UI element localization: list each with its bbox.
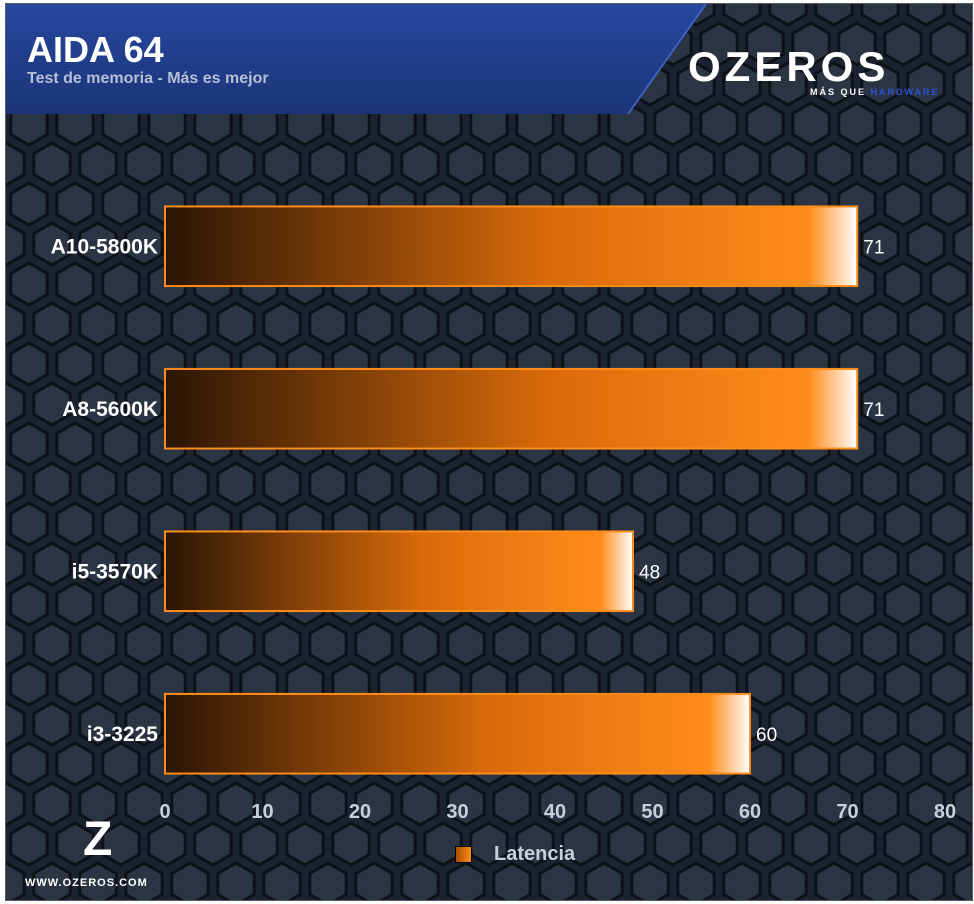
x-tick-label: 50 — [641, 801, 663, 823]
bar-group: i3-3225 60 — [87, 692, 777, 775]
x-tick-label: 80 — [934, 801, 956, 823]
bar-group: i5-3570K 48 — [72, 530, 660, 613]
category-label: i5-3570K — [72, 560, 158, 583]
bar — [164, 692, 751, 775]
logo-tagline-text: MÁS QUE — [810, 87, 867, 97]
x-tick-label: 20 — [349, 801, 371, 823]
category-label: A8-5600K — [62, 398, 158, 421]
x-tick-label: 60 — [739, 801, 761, 823]
x-tick-label: 40 — [544, 801, 566, 823]
x-tick-label: 10 — [251, 801, 273, 823]
x-tick-label: 0 — [159, 801, 170, 823]
logo-wordmark: OZEROS — [688, 43, 890, 90]
chart-title: AIDA 64 — [27, 29, 164, 70]
bar-group: A8-5600K 71 — [62, 367, 884, 450]
watermark-logo: Z WWW.OZEROS.COM — [21, 816, 181, 896]
logo-tagline-accent: HARDWARE — [870, 87, 940, 97]
watermark-site-url: WWW.OZEROS.COM — [25, 877, 148, 889]
category-label: A10-5800K — [51, 235, 158, 258]
data-label: 48 — [639, 562, 660, 583]
legend-swatch — [455, 845, 472, 863]
chart-canvas: A10-5800K 71 A8-5600K 71 i5-3570K 48 i3-3225 60… — [6, 4, 972, 900]
legend-label: Latencia — [494, 842, 576, 865]
bar — [164, 367, 859, 450]
bar — [164, 205, 859, 288]
bar — [164, 530, 634, 613]
data-label: 71 — [863, 237, 884, 258]
header-band-edge — [627, 4, 707, 115]
data-label: 71 — [863, 400, 884, 421]
watermark-z-icon: Z — [83, 813, 113, 866]
logo-tagline: MÁS QUE HARDWARE — [810, 88, 940, 97]
x-tick-label: 30 — [446, 801, 468, 823]
ozeros-logo: OZEROS MÁS QUE HARDWARE — [688, 43, 970, 97]
bar-group: A10-5800K 71 — [51, 205, 884, 288]
category-label: i3-3225 — [87, 723, 159, 746]
data-label: 60 — [756, 725, 777, 746]
header-band — [6, 4, 706, 114]
chart-frame: A10-5800K 71 A8-5600K 71 i5-3570K 48 i3-3225 60… — [5, 3, 973, 901]
chart-legend: Latencia — [455, 842, 575, 866]
x-tick-label: 70 — [836, 801, 858, 823]
chart-subtitle: Test de memoria - Más es mejor — [27, 70, 269, 87]
